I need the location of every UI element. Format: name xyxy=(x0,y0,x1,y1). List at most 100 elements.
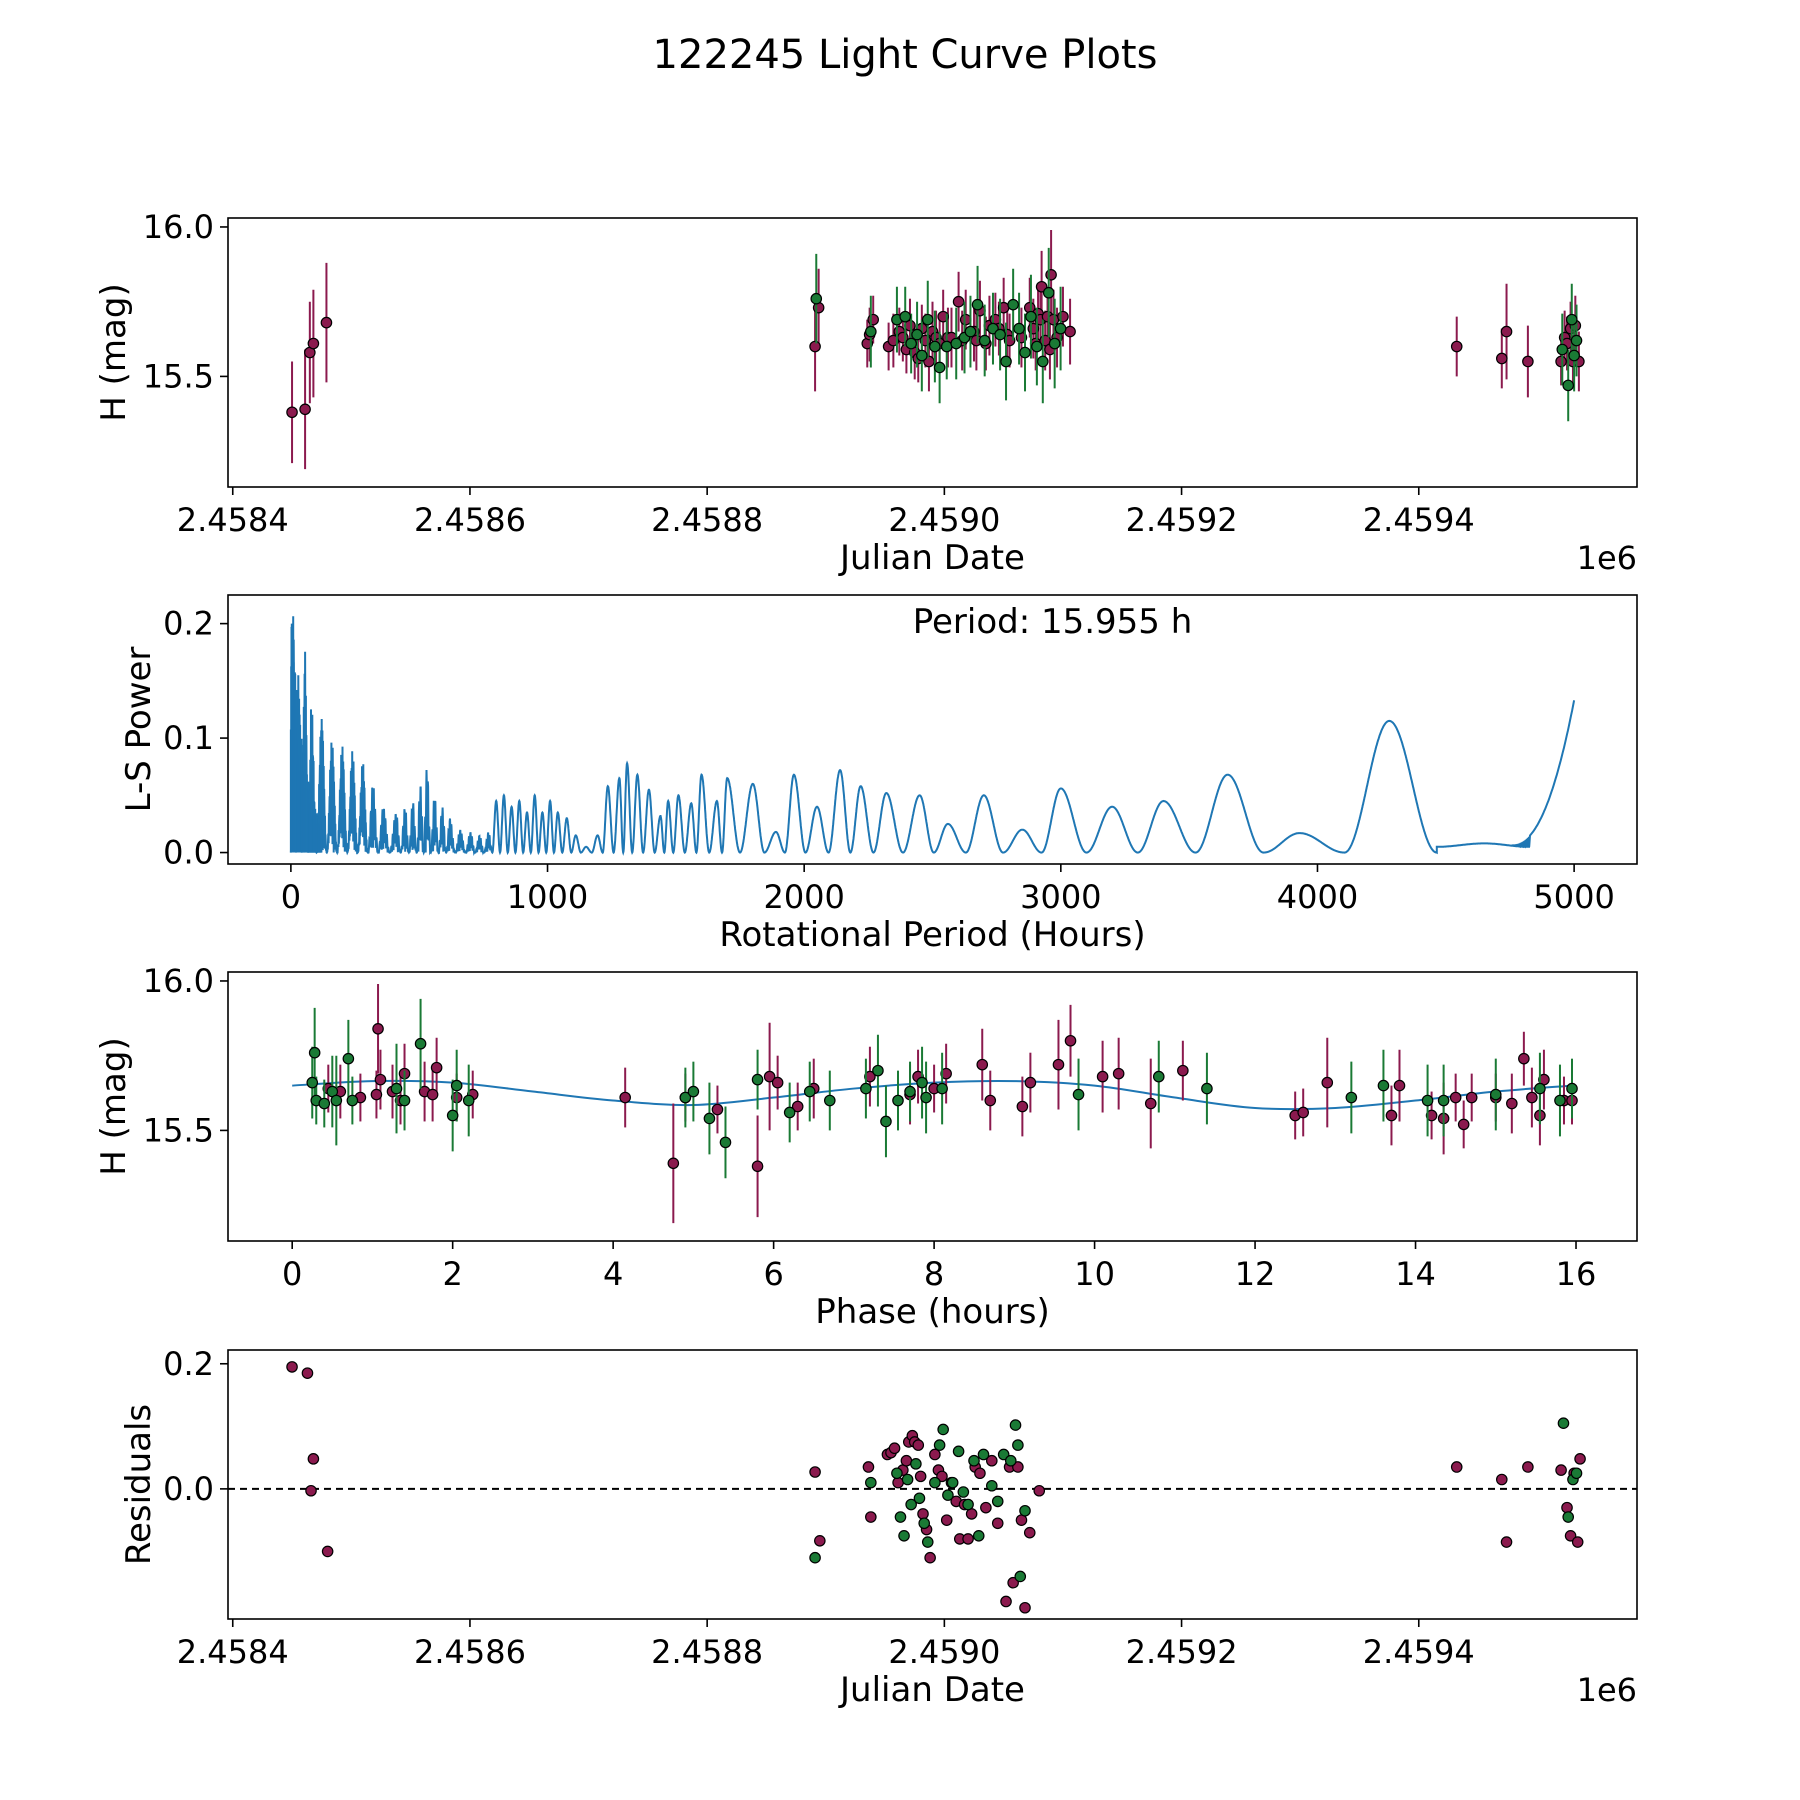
data-point xyxy=(940,1067,952,1080)
periodogram-panel: Period: 15.955 h 0 1000 2000 3000 4000 5000 0.0… xyxy=(119,594,1638,955)
residuals-panel: 2.4584 2.4586 2.4588 2.4590 2.4592 2.4594 0.0 0… xyxy=(119,1345,1638,1710)
data-point xyxy=(898,1529,910,1542)
data-point xyxy=(1500,325,1513,338)
data-point xyxy=(1377,1079,1390,1092)
data-point xyxy=(920,1091,932,1104)
data-point xyxy=(711,1103,724,1116)
data-point xyxy=(286,1361,298,1373)
x-tick-label: 2.4592 xyxy=(1126,501,1238,539)
data-point xyxy=(1007,298,1019,311)
data-point xyxy=(286,406,298,419)
x-tick-label: 2.4590 xyxy=(888,1633,1000,1671)
data-point xyxy=(1012,1461,1024,1473)
data-point xyxy=(942,1489,954,1501)
data-point xyxy=(977,1448,990,1461)
data-point xyxy=(1526,1091,1538,1104)
x-tick-label: 10 xyxy=(1074,1255,1115,1293)
data-point xyxy=(306,1076,319,1089)
data-point xyxy=(809,340,821,353)
data-point xyxy=(1437,1094,1450,1107)
y-tick-label: 0.1 xyxy=(163,719,214,757)
data-point xyxy=(1495,352,1508,365)
data-point xyxy=(1031,340,1043,353)
data-point xyxy=(1007,1576,1019,1589)
data-point xyxy=(984,1094,997,1107)
data-point xyxy=(1556,343,1569,356)
data-point xyxy=(1025,310,1037,323)
green-series xyxy=(306,998,1578,1179)
y-tick-label: 15.5 xyxy=(143,357,214,395)
data-point xyxy=(1004,1454,1017,1467)
data-point xyxy=(946,1476,959,1489)
data-point xyxy=(1152,1070,1165,1083)
data-point xyxy=(905,337,917,350)
x-axis-label: Rotational Period (Hours) xyxy=(719,915,1145,955)
data-point xyxy=(307,337,320,350)
data-point xyxy=(933,1439,946,1451)
data-point xyxy=(1500,1536,1513,1548)
data-point xyxy=(933,361,946,374)
data-point xyxy=(1144,1097,1157,1110)
data-point xyxy=(1574,1453,1586,1465)
data-point xyxy=(900,1454,913,1467)
data-point xyxy=(905,1498,917,1511)
data-point xyxy=(1518,1052,1530,1065)
data-point xyxy=(771,1076,784,1089)
data-point xyxy=(1019,1504,1031,1517)
y-tick-label: 16.0 xyxy=(143,962,214,1000)
data-point xyxy=(994,328,1006,341)
x-offset-label: 1e6 xyxy=(1577,539,1637,577)
data-point xyxy=(1557,1417,1570,1429)
y-axis-label: H (mag) xyxy=(94,1037,134,1175)
data-point xyxy=(1450,1461,1463,1473)
residuals-plot-area xyxy=(228,1361,1637,1614)
x-axis-label: Phase (hours) xyxy=(815,1292,1049,1332)
data-point xyxy=(917,1508,929,1520)
data-point xyxy=(962,1498,974,1511)
x-tick-label: 3000 xyxy=(1020,878,1101,916)
data-point xyxy=(1054,322,1067,335)
data-point xyxy=(1012,1439,1024,1451)
data-point xyxy=(921,1536,934,1548)
y-tick-label: 15.5 xyxy=(143,1111,214,1149)
data-point xyxy=(719,1136,732,1149)
x-tick-label: 2.4586 xyxy=(414,1633,526,1671)
data-point xyxy=(1385,1109,1398,1122)
data-point xyxy=(997,1448,1010,1461)
data-point xyxy=(1562,379,1575,392)
data-point xyxy=(899,310,912,323)
y-tick-label: 0.0 xyxy=(163,834,214,872)
data-point xyxy=(1425,1109,1438,1122)
data-point xyxy=(299,403,311,416)
data-point xyxy=(950,337,963,350)
data-point xyxy=(991,1517,1004,1530)
x-axis-label: Julian Date xyxy=(838,538,1025,578)
data-point xyxy=(751,1073,764,1086)
y-axis-label: H (mag) xyxy=(94,283,134,421)
data-point xyxy=(918,1517,930,1530)
data-point xyxy=(462,1094,475,1107)
data-point xyxy=(1037,355,1049,368)
data-point xyxy=(1393,1079,1406,1092)
data-point xyxy=(936,1082,948,1095)
data-point xyxy=(1047,313,1060,326)
x-tick-label: 2.4590 xyxy=(888,501,1000,539)
data-point xyxy=(1057,310,1069,323)
data-point xyxy=(1561,1501,1573,1514)
axes-frame xyxy=(227,971,1638,1242)
green-series xyxy=(809,1417,1583,1583)
data-point xyxy=(783,1106,796,1119)
data-point xyxy=(913,1492,926,1505)
data-point xyxy=(809,1551,821,1564)
data-point xyxy=(803,1085,816,1098)
data-point xyxy=(667,1157,680,1170)
data-point xyxy=(307,1453,320,1465)
y-axis-label: Residuals xyxy=(119,1404,159,1565)
x-tick-label: 1000 xyxy=(507,878,588,916)
axes-frame xyxy=(227,217,1638,488)
figure-title: 122245 Light Curve Plots xyxy=(653,32,1158,78)
phased-curve-panel: 0 2 4 6 8 10 12 14 16 15.5 16.0 Phase (hours) H (mag… xyxy=(94,962,1638,1332)
data-point xyxy=(1506,1097,1518,1110)
data-point xyxy=(901,1473,914,1486)
data-point xyxy=(450,1079,463,1092)
